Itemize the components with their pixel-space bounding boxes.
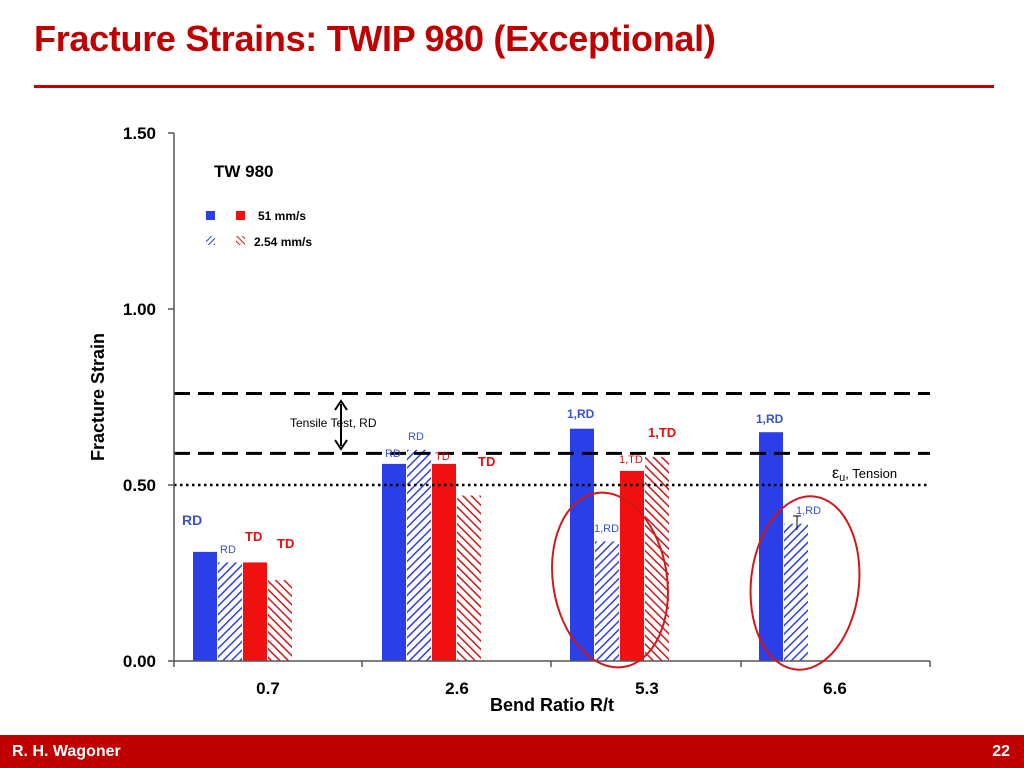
chart-title: TW 980 — [214, 162, 274, 181]
legend-swatch-red-hatch — [236, 236, 245, 245]
eu-symbol: ε — [832, 465, 839, 482]
highlight-ellipse-6-6 — [749, 495, 861, 671]
highlight-ellipse-5-3 — [551, 491, 669, 669]
footer-bar: R. H. Wagoner 22 — [0, 735, 1024, 768]
tensile-test-label: Tensile Test, RD — [290, 416, 377, 430]
y-axis-label: Fracture Strain — [88, 333, 108, 461]
y-tick-label: 1.50 — [123, 124, 156, 143]
legend-swatch-blue-hatch — [206, 236, 215, 245]
bar-label: 1,TD — [619, 454, 643, 466]
bar-hatch-blue-6.6 — [784, 523, 808, 661]
eu-tension-label: εu, Tension — [832, 465, 897, 484]
bar-solid-blue-5.3 — [570, 428, 594, 661]
bar-hatch-red-2.6 — [457, 495, 481, 661]
bar-hatch-blue-5.3 — [595, 541, 619, 661]
bar-solid-red-0.7 — [243, 562, 267, 661]
bar-hatch-red-5.3 — [645, 456, 669, 661]
bar-solid-red-5.3 — [620, 470, 644, 661]
bar-label: RD — [408, 431, 424, 443]
bar-label: TD — [245, 529, 262, 544]
page-number: 22 — [992, 743, 1010, 760]
eu-rest: , Tension — [845, 466, 897, 481]
bar-solid-blue-2.6 — [382, 463, 406, 661]
legend-swatch-blue-solid — [206, 211, 215, 220]
footer-author: R. H. Wagoner — [12, 743, 121, 760]
bar-label: RD — [182, 512, 202, 528]
x-tick-label: 0.7 — [256, 679, 280, 698]
legend-swatch-red-solid — [236, 211, 245, 220]
bar-label: RD — [220, 544, 236, 556]
bar-labels: RD RD TD TD RD RD TD TD 1,RD 1,RD 1,TD 1… — [182, 407, 821, 556]
bar-hatch-blue-0.7 — [218, 562, 242, 661]
fracture-strain-chart: 0.00 0.50 1.00 1.50 Fracture Strain 0.7 2.6 5… — [88, 124, 931, 715]
x-tick-label: 6.6 — [823, 679, 847, 698]
tensile-arrow-down — [334, 439, 348, 451]
legend: 51 mm/s 2.54 mm/s — [206, 209, 312, 249]
eu-subscript: u — [839, 472, 845, 484]
bar-label: 1,RD — [756, 412, 784, 426]
bar-label: 1,RD — [594, 523, 619, 535]
legend-label-51: 51 mm/s — [258, 209, 306, 223]
bar-hatch-red-0.7 — [268, 580, 292, 661]
tensile-arrow-up — [334, 399, 348, 411]
bar-hatch-blue-2.6 — [407, 449, 431, 661]
bar-label: 1,RD — [796, 505, 821, 517]
y-tick-label: 0.50 — [123, 476, 156, 495]
bar-solid-red-2.6 — [432, 463, 456, 661]
bar-solid-blue-6.6 — [759, 432, 783, 661]
bar-label: TD — [277, 536, 294, 551]
bar-label: 1,TD — [648, 425, 676, 440]
x-tick-label: 2.6 — [445, 679, 469, 698]
x-tick-label: 5.3 — [635, 679, 659, 698]
bar-label: TD — [435, 451, 450, 463]
bar-label: TD — [478, 454, 495, 469]
y-tick-label: 0.00 — [123, 652, 156, 671]
bar-label: 1,RD — [567, 407, 595, 421]
tensile-test-annotation: Tensile Test, RD — [290, 399, 377, 451]
slide-title: Fracture Strains: TWIP 980 (Exceptional) — [34, 18, 716, 59]
legend-label-254: 2.54 mm/s — [254, 235, 312, 249]
title-rule — [34, 85, 994, 88]
x-axis-label: Bend Ratio R/t — [490, 695, 614, 715]
bar-solid-blue-0.7 — [193, 551, 217, 661]
y-tick-label: 1.00 — [123, 300, 156, 319]
bar-label: RD — [385, 448, 401, 460]
